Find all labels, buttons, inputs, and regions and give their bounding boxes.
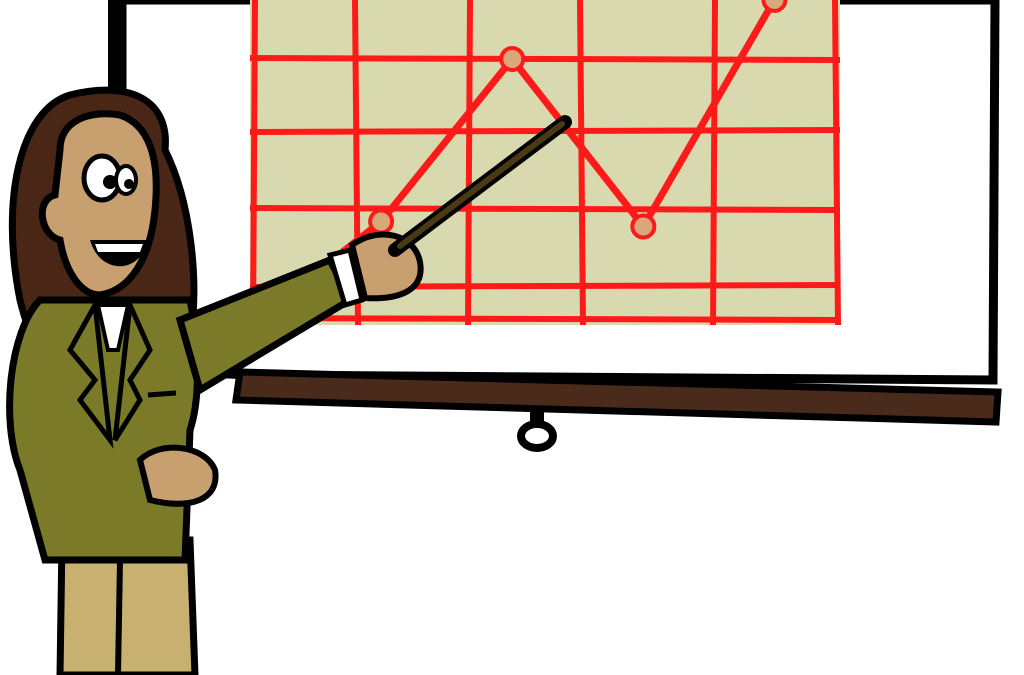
presenter-lapel-right (112, 295, 153, 442)
chart-point (499, 45, 526, 72)
presenter-pocket (147, 390, 177, 398)
presenter (6, 86, 572, 675)
presenter-pupil-right (124, 179, 134, 189)
presenter-leg-split (115, 559, 123, 675)
screen-pull-tab (530, 412, 544, 428)
chart-point (630, 213, 657, 240)
screen-bottom-bar (231, 368, 1002, 426)
grid-hline (249, 205, 841, 213)
grid-hline (249, 55, 841, 63)
presenter-teeth (95, 244, 143, 252)
presenter-shirt (95, 303, 131, 352)
presenter-resting-hand (136, 444, 219, 507)
presenter-lapel-left (66, 296, 114, 449)
presenter-cuff (326, 246, 365, 309)
grid-vline (250, 0, 258, 326)
presenter-pupil-left (103, 175, 117, 189)
grid-vline (710, 0, 718, 326)
chart-point (368, 208, 395, 235)
grid-vline (465, 0, 473, 326)
grid-vline (577, 0, 586, 326)
grid-hline (249, 315, 841, 323)
pointer-stick-highlight (397, 121, 565, 249)
grid-vline (832, 0, 841, 326)
chart-point (761, 0, 788, 13)
